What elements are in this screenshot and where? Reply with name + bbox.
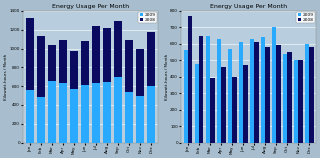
Bar [136,49,144,96]
Bar [239,42,243,143]
Bar [125,40,133,92]
Y-axis label: Kilowatt-hours / Month: Kilowatt-hours / Month [4,54,8,100]
Bar [81,41,89,85]
Bar [305,44,309,143]
Bar [217,39,221,143]
Bar [188,16,192,143]
Bar [184,50,188,143]
Bar [309,47,314,143]
Bar [92,83,100,143]
Title: Energy Usage Per Month: Energy Usage Per Month [52,4,129,9]
Bar [283,54,287,143]
Bar [276,46,281,143]
Bar [199,36,204,143]
Bar [232,77,236,143]
Bar [243,65,248,143]
Legend: 2009, 2008: 2009, 2008 [138,12,157,23]
Bar [294,60,298,143]
Bar [48,82,56,143]
Bar [37,97,45,143]
Bar [125,92,133,143]
Bar [228,49,232,143]
Bar [298,60,303,143]
Bar [206,36,210,143]
Bar [70,89,78,143]
Legend: 2009, 2008: 2009, 2008 [296,12,315,23]
Bar [26,18,34,90]
Title: Energy Usage Per Month: Energy Usage Per Month [210,4,287,9]
Bar [114,21,122,77]
Bar [70,51,78,89]
Bar [26,90,34,143]
Bar [114,77,122,143]
Bar [59,40,67,83]
Bar [265,47,269,143]
Bar [37,36,45,97]
Bar [147,86,155,143]
Y-axis label: Kilowatt-hours / Month: Kilowatt-hours / Month [165,54,169,100]
Bar [92,26,100,83]
Bar [147,32,155,86]
Bar [272,27,276,143]
Bar [254,42,259,143]
Bar [287,52,292,143]
Bar [250,39,254,143]
Bar [136,96,144,143]
Bar [261,37,265,143]
Bar [195,64,199,143]
Bar [221,67,226,143]
Bar [103,28,111,82]
Bar [48,45,56,82]
Bar [210,78,214,143]
Bar [81,85,89,143]
Bar [59,83,67,143]
Bar [103,82,111,143]
